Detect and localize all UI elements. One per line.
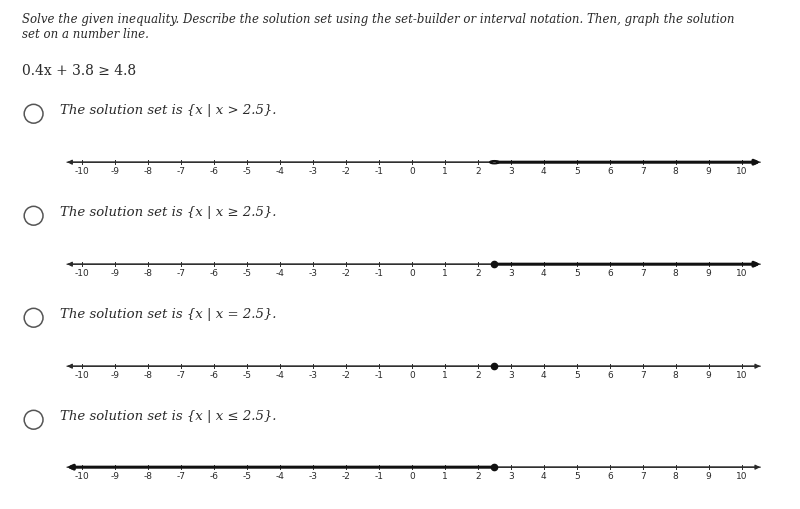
Text: 1: 1 [442,471,448,480]
Text: 6: 6 [607,167,613,176]
Text: 10: 10 [736,167,747,176]
Text: 10: 10 [736,371,747,380]
Text: 7: 7 [640,167,646,176]
Text: 3: 3 [508,269,514,278]
Text: -3: -3 [309,269,318,278]
Text: 8: 8 [673,269,678,278]
Text: 10: 10 [736,471,747,480]
Text: 6: 6 [607,471,613,480]
Text: 3: 3 [508,167,514,176]
Text: 0.4x + 3.8 ≥ 4.8: 0.4x + 3.8 ≥ 4.8 [22,64,137,77]
Text: 5: 5 [574,269,580,278]
Text: 7: 7 [640,269,646,278]
Text: -5: -5 [242,371,252,380]
Text: -4: -4 [276,471,285,480]
Text: -7: -7 [177,371,186,380]
Text: 9: 9 [706,269,711,278]
Text: -1: -1 [374,371,383,380]
Text: 0: 0 [409,471,415,480]
Text: 5: 5 [574,167,580,176]
Text: 3: 3 [508,371,514,380]
Text: 9: 9 [706,371,711,380]
Text: The solution set is {x | x ≤ 2.5}.: The solution set is {x | x ≤ 2.5}. [60,409,277,422]
Text: 8: 8 [673,471,678,480]
Text: -8: -8 [144,471,153,480]
Text: -4: -4 [276,269,285,278]
Text: -7: -7 [177,167,186,176]
Text: 4: 4 [541,371,546,380]
Text: -7: -7 [177,269,186,278]
Text: -6: -6 [210,471,218,480]
Text: 7: 7 [640,471,646,480]
Text: 2: 2 [475,371,481,380]
Text: -1: -1 [374,471,383,480]
Text: -8: -8 [144,371,153,380]
Text: -5: -5 [242,471,252,480]
Text: 5: 5 [574,371,580,380]
Text: Solve the given inequality. Describe the solution set using the set-builder or i: Solve the given inequality. Describe the… [22,13,735,25]
Text: 1: 1 [442,269,448,278]
Text: -2: -2 [342,471,350,480]
Text: 0: 0 [409,167,415,176]
Circle shape [490,162,498,164]
Text: 3: 3 [508,471,514,480]
Text: -9: -9 [111,371,120,380]
Text: 1: 1 [442,167,448,176]
Text: -9: -9 [111,269,120,278]
Text: -1: -1 [374,167,383,176]
Text: -2: -2 [342,269,350,278]
Text: -5: -5 [242,167,252,176]
Text: -10: -10 [75,269,90,278]
Text: 2: 2 [475,471,481,480]
Text: -6: -6 [210,371,218,380]
Text: 4: 4 [541,471,546,480]
Text: -10: -10 [75,471,90,480]
Text: set on a number line.: set on a number line. [22,28,150,41]
Text: 5: 5 [574,471,580,480]
Text: -1: -1 [374,269,383,278]
Text: -8: -8 [144,167,153,176]
Text: -2: -2 [342,167,350,176]
Text: -10: -10 [75,371,90,380]
Text: -2: -2 [342,371,350,380]
Text: -10: -10 [75,167,90,176]
Text: -9: -9 [111,167,120,176]
Text: 10: 10 [736,269,747,278]
Text: 8: 8 [673,167,678,176]
Text: 9: 9 [706,167,711,176]
Text: 2: 2 [475,269,481,278]
Text: 6: 6 [607,371,613,380]
Text: -3: -3 [309,371,318,380]
Text: -3: -3 [309,471,318,480]
Text: 8: 8 [673,371,678,380]
Text: 9: 9 [706,471,711,480]
Text: 2: 2 [475,167,481,176]
Text: 1: 1 [442,371,448,380]
Text: -6: -6 [210,167,218,176]
Text: The solution set is {x | x = 2.5}.: The solution set is {x | x = 2.5}. [60,307,277,321]
Text: -4: -4 [276,371,285,380]
Text: -7: -7 [177,471,186,480]
Text: 0: 0 [409,269,415,278]
Text: 7: 7 [640,371,646,380]
Text: -6: -6 [210,269,218,278]
Text: The solution set is {x | x ≥ 2.5}.: The solution set is {x | x ≥ 2.5}. [60,206,277,219]
Text: 4: 4 [541,167,546,176]
Text: -9: -9 [111,471,120,480]
Text: -4: -4 [276,167,285,176]
Text: -8: -8 [144,269,153,278]
Text: The solution set is {x | x > 2.5}.: The solution set is {x | x > 2.5}. [60,104,277,117]
Text: -5: -5 [242,269,252,278]
Text: 6: 6 [607,269,613,278]
Text: 0: 0 [409,371,415,380]
Text: 4: 4 [541,269,546,278]
Text: -3: -3 [309,167,318,176]
